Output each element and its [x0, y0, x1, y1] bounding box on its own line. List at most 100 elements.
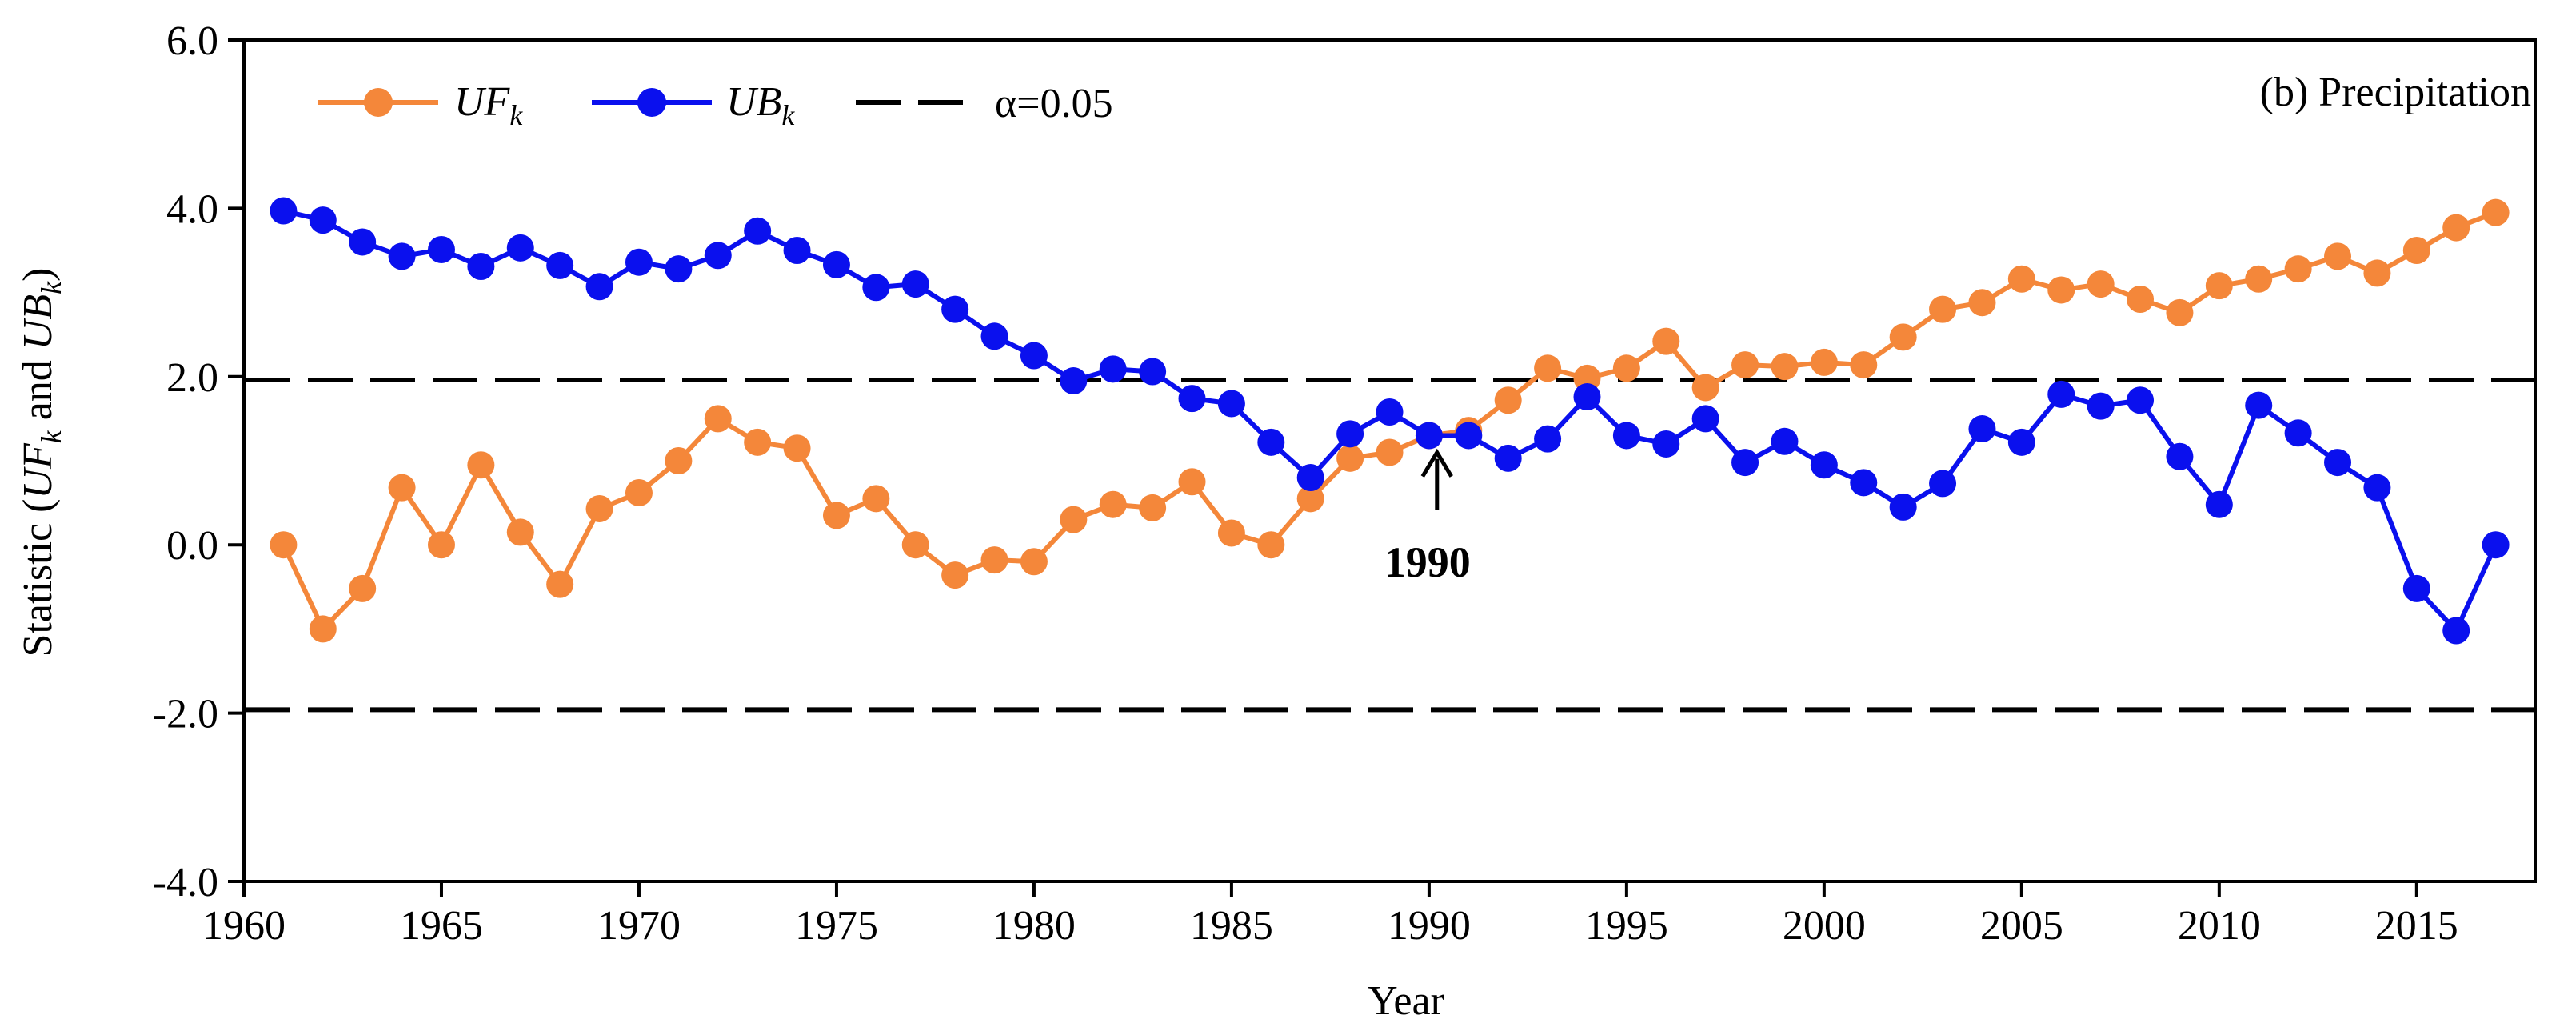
y-axis-title-uf-sub: k — [35, 430, 67, 443]
ubk-point — [1889, 493, 1917, 521]
y-axis-title: Statistic (UFk and UBk) — [15, 268, 67, 657]
ufk-point — [1731, 351, 1759, 379]
ubk-point — [744, 217, 772, 245]
legend-alpha-label: α=0.05 — [995, 81, 1113, 126]
y-tick-label: -2.0 — [153, 692, 218, 737]
ufk-point — [2402, 237, 2430, 264]
ufk-point — [1771, 353, 1799, 381]
ubk-point — [2482, 531, 2510, 559]
ufk-point — [1494, 386, 1522, 414]
ufk-point — [783, 434, 811, 462]
x-tick-label: 1970 — [597, 903, 681, 949]
ubk-point — [665, 255, 693, 283]
ubk-point — [427, 235, 455, 263]
ubk-point — [2166, 442, 2194, 470]
annotation-label: 1990 — [1384, 538, 1471, 586]
y-axis-title-mid: and — [15, 350, 61, 430]
ufk-point — [1336, 444, 1364, 472]
x-tick-label: 1995 — [1585, 903, 1668, 949]
ufk-point — [1889, 323, 1917, 351]
annotation-layer: 1990 — [1384, 448, 1471, 586]
ubk-point — [862, 274, 890, 302]
ubk-point — [2324, 449, 2352, 477]
x-tick-label: 2005 — [1980, 903, 2063, 949]
ubk-point — [506, 234, 534, 262]
ufk-point — [2284, 255, 2312, 283]
ufk-point — [1534, 354, 1562, 382]
ubk-point — [1731, 449, 1759, 477]
ubk-point — [2047, 380, 2075, 408]
x-tick-label: 1985 — [1190, 903, 1273, 949]
ubk-point — [2284, 419, 2312, 447]
ubk-point — [1929, 470, 1957, 498]
y-axis-title-uf: UF — [15, 442, 61, 499]
ubk-point — [1573, 383, 1601, 411]
ubk-point — [467, 252, 495, 280]
ufk-point — [901, 531, 929, 559]
ufk-point — [1810, 348, 1838, 376]
ufk-point — [546, 570, 574, 598]
ubk-point — [1178, 385, 1206, 413]
ufk-point — [2087, 270, 2115, 298]
ufk-point — [2205, 272, 2233, 300]
ubk-point — [2245, 391, 2273, 419]
ufk-point — [2363, 259, 2391, 287]
ubk-point — [1020, 342, 1048, 370]
x-tick-label: 1960 — [202, 903, 286, 949]
ubk-point — [1296, 464, 1324, 492]
legend-uf-marker — [364, 88, 393, 117]
ufk-point — [1020, 548, 1048, 576]
ubk-point — [585, 273, 613, 301]
ufk-point — [2166, 298, 2194, 326]
ufk-point — [309, 615, 337, 643]
ubk-point — [1494, 444, 1522, 472]
ubk-point — [625, 248, 653, 276]
threshold-lines — [246, 378, 2534, 713]
ufk-point — [1376, 438, 1404, 466]
ufk-point — [506, 518, 534, 546]
ubk-point — [704, 242, 732, 270]
chart-title: (b) Precipitation — [2260, 70, 2531, 115]
legend-uf-main: UF — [454, 79, 511, 125]
ufk-point — [2482, 198, 2510, 226]
x-tick-label: 1980 — [992, 903, 1076, 949]
x-tick-label: 1975 — [795, 903, 878, 949]
legend-uf-label: UFk — [454, 79, 523, 131]
ubk-point — [270, 197, 298, 225]
legend: UFk UBk α=0.05 — [318, 79, 1113, 131]
ubk-point — [1850, 469, 1878, 497]
x-tick-label: 2000 — [1783, 903, 1866, 949]
ubk-point — [309, 206, 337, 234]
ubk-point — [1652, 430, 1680, 458]
ubk-point — [2363, 474, 2391, 502]
ufk-point — [1691, 374, 1719, 402]
legend-ub-main: UB — [726, 79, 781, 125]
ufk-point — [1850, 351, 1878, 379]
y-axis-title-prefix: Statistic ( — [15, 499, 61, 657]
legend-ub-marker — [637, 88, 666, 117]
ubk-point — [1060, 367, 1088, 395]
ubk-point — [349, 228, 377, 256]
y-axis-title-suffix: ) — [15, 268, 61, 282]
ufk-point — [388, 474, 416, 502]
ubk-point — [980, 322, 1008, 350]
ubk-point — [1415, 422, 1443, 450]
x-tick-label: 1990 — [1388, 903, 1471, 949]
ubk-point — [2127, 386, 2155, 414]
ufk-point — [1929, 295, 1957, 323]
y-tick-label: 6.0 — [166, 18, 218, 64]
ufk-point — [744, 428, 772, 456]
ubk-point — [2402, 574, 2430, 602]
ubk-point — [1612, 422, 1640, 450]
ufk-point — [1612, 354, 1640, 382]
ubk-point — [1691, 405, 1719, 433]
ufk-point — [1139, 494, 1167, 521]
ubk-point — [1217, 390, 1245, 418]
x-tick-label: 1965 — [400, 903, 483, 949]
y-axis-title-ub: UB — [15, 294, 61, 350]
series-layer — [270, 197, 2510, 645]
ubk-point — [1139, 358, 1167, 386]
ubk-point — [941, 295, 969, 323]
y-tick-label: 2.0 — [166, 355, 218, 401]
ubk-point — [1810, 451, 1838, 479]
